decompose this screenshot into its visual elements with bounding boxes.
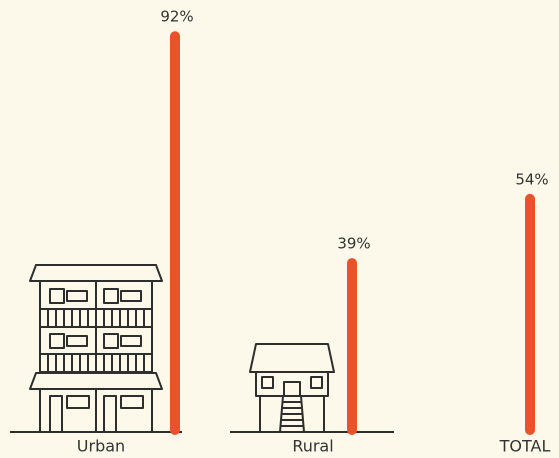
category-label: TOTAL: [499, 437, 551, 456]
category-label: Urban: [77, 437, 125, 456]
value-label: 39%: [337, 235, 370, 253]
value-label: 92%: [160, 8, 193, 26]
urban-building-icon: [29, 264, 163, 433]
rural-house-icon: [249, 343, 335, 433]
category-label: Rural: [292, 437, 333, 456]
value-label: 54%: [515, 170, 548, 188]
